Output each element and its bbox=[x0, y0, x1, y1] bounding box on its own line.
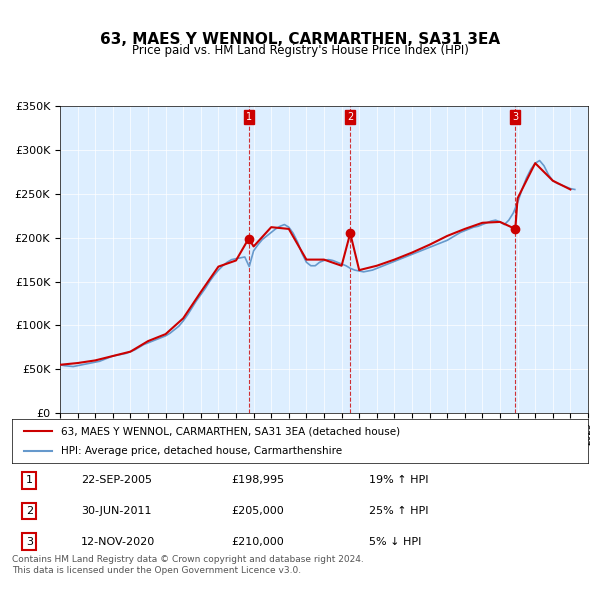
Text: 5% ↓ HPI: 5% ↓ HPI bbox=[369, 537, 421, 546]
Text: 1: 1 bbox=[245, 112, 252, 122]
Text: 3: 3 bbox=[26, 537, 33, 546]
Text: 19% ↑ HPI: 19% ↑ HPI bbox=[369, 476, 428, 485]
Text: £210,000: £210,000 bbox=[231, 537, 284, 546]
Text: 3: 3 bbox=[512, 112, 518, 122]
Text: Contains HM Land Registry data © Crown copyright and database right 2024.
This d: Contains HM Land Registry data © Crown c… bbox=[12, 555, 364, 575]
Text: 2: 2 bbox=[347, 112, 353, 122]
Text: 25% ↑ HPI: 25% ↑ HPI bbox=[369, 506, 428, 516]
Text: 1: 1 bbox=[26, 476, 33, 485]
Text: £198,995: £198,995 bbox=[231, 476, 284, 485]
Text: £205,000: £205,000 bbox=[231, 506, 284, 516]
Text: 12-NOV-2020: 12-NOV-2020 bbox=[81, 537, 155, 546]
Text: 2: 2 bbox=[26, 506, 33, 516]
Text: 63, MAES Y WENNOL, CARMARTHEN, SA31 3EA (detached house): 63, MAES Y WENNOL, CARMARTHEN, SA31 3EA … bbox=[61, 427, 400, 436]
Text: 30-JUN-2011: 30-JUN-2011 bbox=[81, 506, 152, 516]
Text: HPI: Average price, detached house, Carmarthenshire: HPI: Average price, detached house, Carm… bbox=[61, 446, 342, 455]
Text: 22-SEP-2005: 22-SEP-2005 bbox=[81, 476, 152, 485]
Text: Price paid vs. HM Land Registry's House Price Index (HPI): Price paid vs. HM Land Registry's House … bbox=[131, 44, 469, 57]
Text: 63, MAES Y WENNOL, CARMARTHEN, SA31 3EA: 63, MAES Y WENNOL, CARMARTHEN, SA31 3EA bbox=[100, 32, 500, 47]
